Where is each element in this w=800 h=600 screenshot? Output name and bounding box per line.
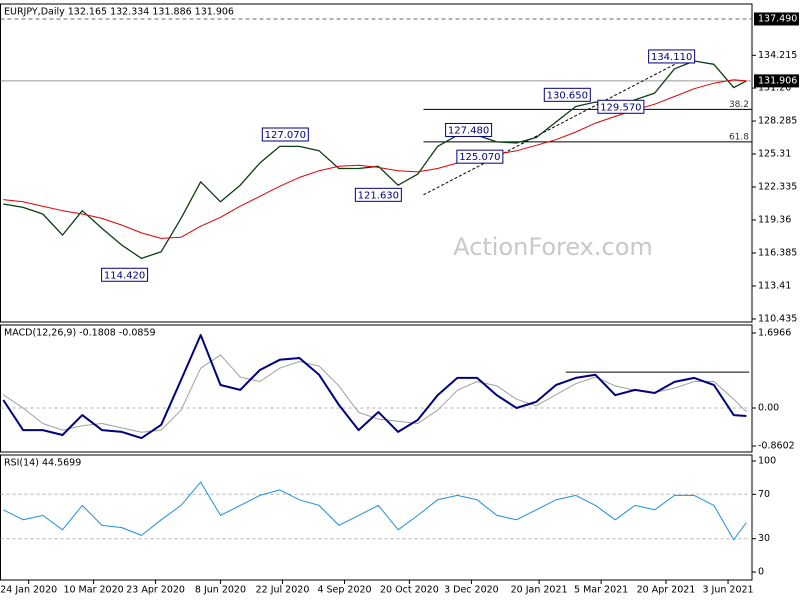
y-tick-label: 70 [758,489,770,500]
watermark: ActionForex.com [453,233,653,261]
x-tick-label: 22 Jul 2020 [256,585,310,596]
y-tick-label: 100 [758,455,776,466]
panel-title: MACD(12,26,9) -0.1808 -0.0859 [4,328,156,339]
annotation-label: 134.110 [651,52,692,63]
fib-label: 38.2 [729,100,749,110]
y-tick-label: 119.36 [758,214,791,225]
y-tick-label: 125.31 [758,149,791,160]
annotation-label: 127.480 [448,125,489,136]
price-marker-box [754,74,799,88]
annotation-box [101,267,149,282]
y-tick-label: 30 [758,533,770,544]
x-tick-label: 4 Sep 2020 [317,585,371,596]
panel-title: EURJPY,Daily 132.165 132.334 131.886 131… [4,7,234,18]
x-tick-label: 3 Dec 2020 [444,585,499,596]
y-tick-label: 134.215 [758,50,797,61]
annotation-label: 129.570 [600,102,641,113]
series-line [3,354,747,433]
x-tick-label: 24 Jan 2020 [0,585,57,596]
x-tick-label: 10 Mar 2020 [63,585,123,596]
annotation-box [648,49,696,64]
x-tick-label: 23 Apr 2020 [126,585,185,596]
annotation-box [445,122,493,137]
y-tick-label: 113.41 [758,280,791,291]
panel-frame [0,324,753,453]
y-tick-label: 110.435 [758,313,797,324]
x-tick-label: 20 Oct 2020 [380,585,439,596]
annotation-box [597,99,645,114]
series-line [2,334,747,440]
price-marker-box [754,12,799,26]
y-tick-label: 131.26 [758,83,791,94]
price-marker-label: 137.490 [758,13,797,24]
annotation-label: 125.070 [459,152,500,163]
y-tick-label: 128.285 [758,116,797,127]
y-tick-label: 0 [758,567,764,578]
trend-line [423,56,691,196]
series-line [3,481,747,541]
panel-title: RSI(14) 44.5699 [4,458,81,469]
annotation-label: 130.650 [547,90,588,101]
annotation-label: 114.420 [104,270,145,281]
y-tick-label: -0.8602 [758,441,795,452]
x-tick-label: 20 Apr 2021 [637,585,696,596]
annotation-box [456,149,504,164]
y-tick-label: 116.385 [758,247,797,258]
x-tick-label: 5 Mar 2021 [574,585,628,596]
x-tick-label: 20 Jan 2021 [511,585,568,596]
fib-label: 61.8 [729,132,749,142]
y-tick-label: 0.00 [758,403,779,414]
price-marker-label: 131.906 [758,75,797,86]
annotation-label: 121.630 [358,190,399,201]
annotation-label: 127.070 [265,130,306,141]
y-tick-label: 122.335 [758,182,797,193]
panel-frame [0,454,753,581]
x-tick-label: 8 Jun 2020 [195,585,246,596]
annotation-box [354,187,402,202]
y-tick-label: 1.6966 [758,327,791,338]
x-tick-label: 3 Jun 2021 [702,585,753,596]
annotation-box [261,127,309,142]
annotation-box [543,87,591,102]
